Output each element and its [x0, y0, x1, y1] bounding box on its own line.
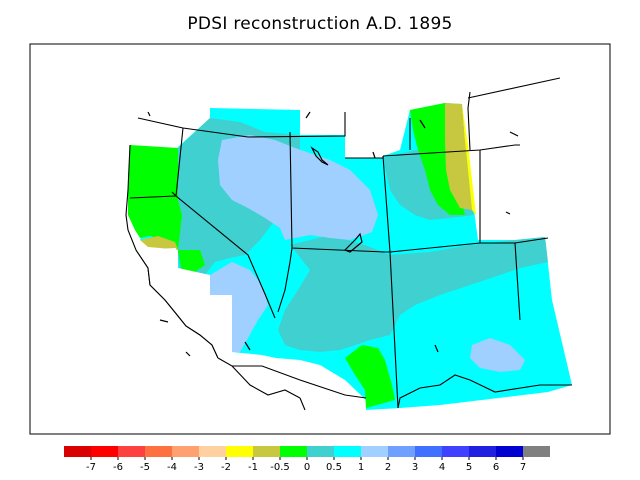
- legend-swatch: [523, 446, 550, 457]
- field-dry-light: [462, 104, 476, 215]
- legend-swatch: [388, 446, 415, 457]
- legend-swatches: [64, 446, 550, 457]
- field-near-normal: [345, 345, 395, 408]
- field-near-normal: [178, 250, 205, 272]
- field-wet-strong: [218, 135, 378, 240]
- legend-label: 7: [520, 462, 526, 473]
- legend-swatch: [496, 446, 523, 457]
- legend-label: 2: [385, 462, 391, 473]
- legend-swatch: [253, 446, 280, 457]
- legend-swatch: [415, 446, 442, 457]
- legend-labels: -7 -6 -5 -4 -3 -2 -1 -0.5 0 0.5 1 2 3 4 5 6 7: [86, 457, 526, 473]
- legend-label: 6: [493, 462, 499, 473]
- legend-swatch: [307, 446, 334, 457]
- legend-label: 0.5: [326, 462, 342, 473]
- field-dry-mild: [140, 236, 178, 250]
- legend-swatch: [469, 446, 496, 457]
- legend-swatch: [118, 446, 145, 457]
- legend-swatch: [172, 446, 199, 457]
- coastline-overlay: [135, 249, 219, 359]
- state-boundaries: [129, 77, 561, 409]
- legend-swatch: [334, 446, 361, 457]
- legend-swatch: [361, 446, 388, 457]
- field-near-normal: [128, 145, 182, 250]
- legend-swatch: [64, 446, 91, 457]
- legend-swatch: [91, 446, 118, 457]
- map-title: PDSI reconstruction A.D. 1895: [187, 14, 453, 34]
- legend-label: -0.5: [270, 462, 290, 473]
- legend-label: -4: [167, 462, 177, 473]
- legend-label: -7: [86, 462, 96, 473]
- field-wet-strong: [210, 262, 268, 352]
- legend-swatch: [145, 446, 172, 457]
- field-dry-mild: [445, 103, 472, 210]
- legend-label: 0: [304, 462, 310, 473]
- legend-label: 1: [358, 462, 364, 473]
- field-wet-light: [278, 235, 548, 352]
- legend-swatch: [199, 446, 226, 457]
- legend-swatch: [280, 446, 307, 457]
- legend-label: 4: [439, 462, 445, 473]
- legend-label: 3: [412, 462, 418, 473]
- legend-label: -6: [113, 462, 123, 473]
- legend-label: -5: [140, 462, 150, 473]
- field-wet-strong: [470, 338, 525, 372]
- legend-label: -3: [194, 462, 204, 473]
- legend-label: -2: [221, 462, 231, 473]
- legend-label: -1: [248, 462, 258, 473]
- legend-label: 5: [466, 462, 472, 473]
- ocean-mask: [136, 248, 232, 358]
- legend-swatch: [442, 446, 469, 457]
- lakes: [147, 111, 519, 357]
- legend-swatch: [226, 446, 253, 457]
